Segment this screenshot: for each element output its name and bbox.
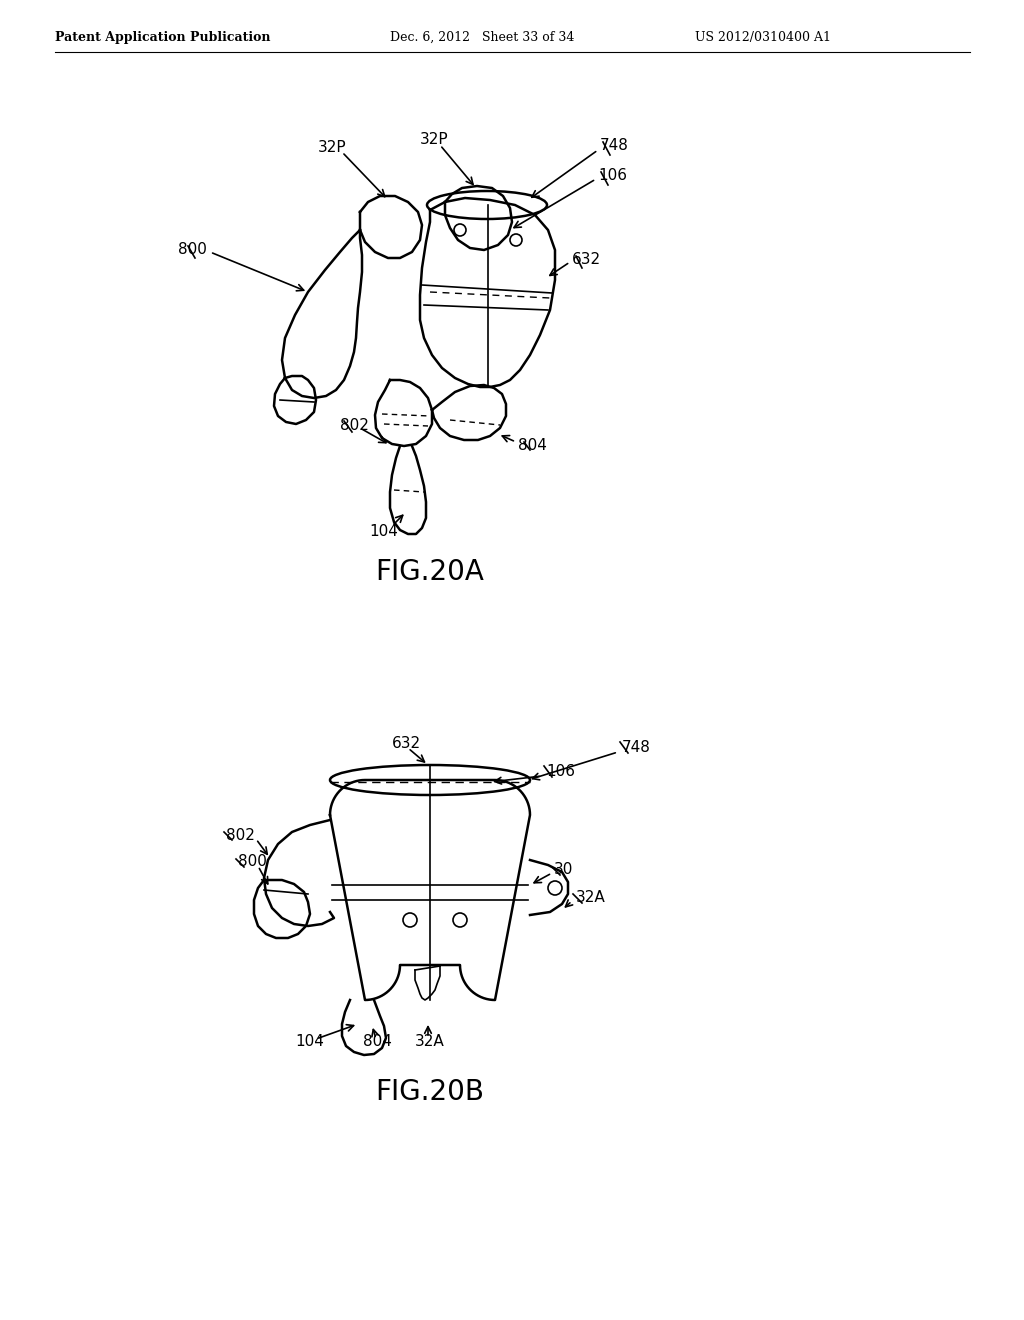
Text: 748: 748: [622, 741, 651, 755]
Text: Patent Application Publication: Patent Application Publication: [55, 30, 270, 44]
Text: 32P: 32P: [420, 132, 449, 148]
Text: 30: 30: [554, 862, 573, 878]
Text: 32P: 32P: [318, 140, 347, 156]
Text: 32A: 32A: [575, 891, 606, 906]
Text: 632: 632: [392, 737, 421, 751]
Text: 802: 802: [340, 417, 369, 433]
Text: 104: 104: [295, 1035, 324, 1049]
Text: 748: 748: [600, 137, 629, 153]
Text: 800: 800: [238, 854, 267, 870]
Text: FIG.20B: FIG.20B: [376, 1078, 484, 1106]
Text: 800: 800: [178, 243, 207, 257]
Text: US 2012/0310400 A1: US 2012/0310400 A1: [695, 30, 831, 44]
Text: 106: 106: [546, 764, 575, 780]
Text: 804: 804: [362, 1035, 392, 1049]
Text: 104: 104: [370, 524, 398, 540]
Text: 804: 804: [518, 437, 547, 453]
Text: 32A: 32A: [415, 1035, 444, 1049]
Text: 106: 106: [598, 168, 627, 182]
Text: 632: 632: [572, 252, 601, 268]
Text: Dec. 6, 2012   Sheet 33 of 34: Dec. 6, 2012 Sheet 33 of 34: [390, 30, 574, 44]
Text: 802: 802: [226, 828, 255, 842]
Text: FIG.20A: FIG.20A: [376, 558, 484, 586]
